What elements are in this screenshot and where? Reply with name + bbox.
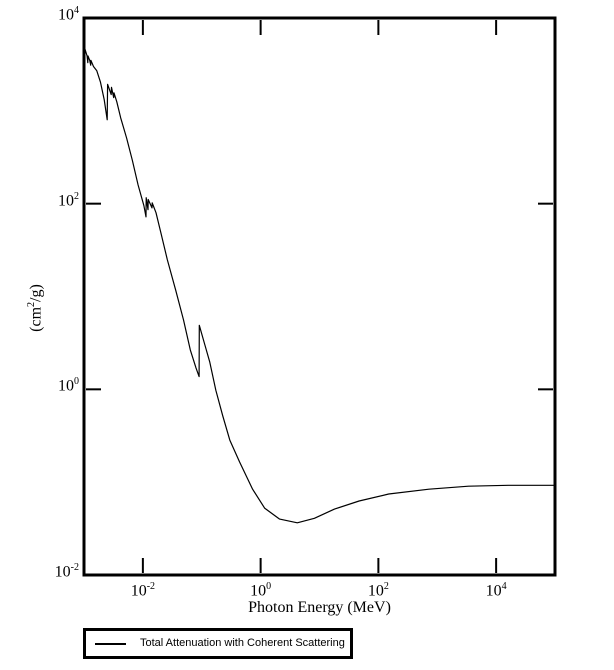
- x-tick-label: 10-2: [130, 581, 156, 600]
- legend: Total Attenuation with Coherent Scatteri…: [83, 628, 353, 659]
- x-axis-label: Photon Energy (MeV): [248, 599, 391, 616]
- x-tick-label: 100: [250, 581, 272, 600]
- y-tick-label: 102: [58, 190, 79, 209]
- y-tick-label: 10-2: [54, 562, 79, 581]
- y-tick-label: 104: [58, 5, 79, 24]
- y-axis-label: (cm2/g): [26, 284, 45, 332]
- x-tick-label: 104: [485, 581, 507, 600]
- legend-line-swatch: [95, 642, 126, 645]
- attenuation-curve: [83, 47, 555, 524]
- plot-border: [82, 16, 557, 577]
- legend-label: Total Attenuation with Coherent Scatteri…: [140, 637, 345, 649]
- x-tick-label: 102: [367, 581, 389, 600]
- y-tick-label: 100: [58, 376, 79, 395]
